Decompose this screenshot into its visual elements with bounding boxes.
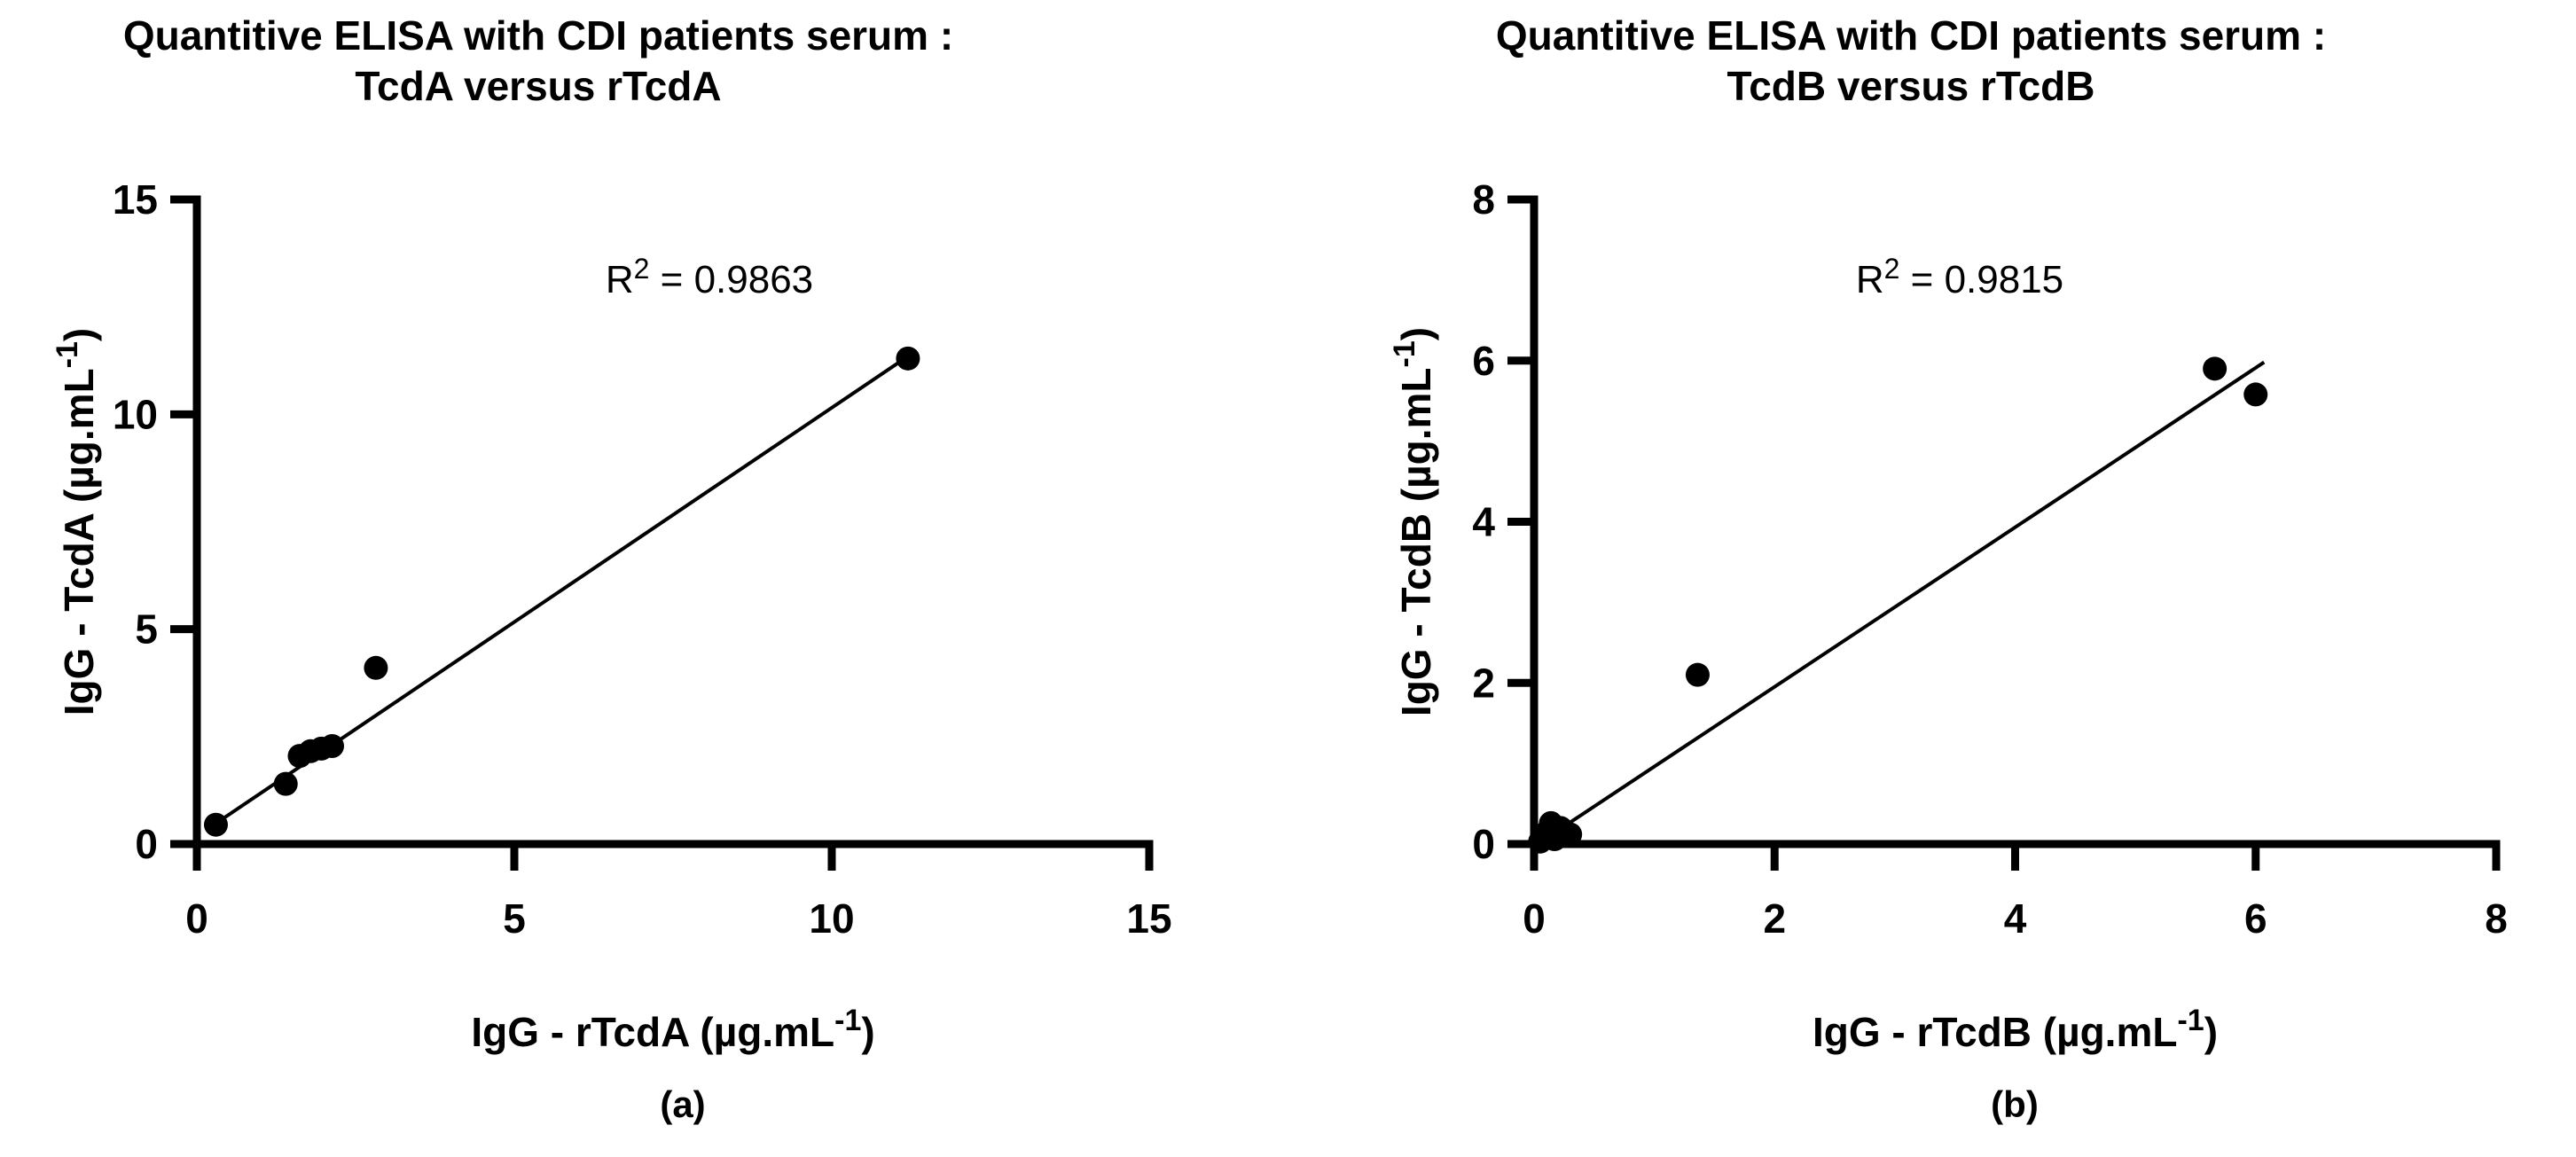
y-tick-label: 15 <box>113 176 158 223</box>
chart-a-title: Quantitive ELISA with CDI patients serum… <box>51 11 1026 112</box>
chart-a-title-line2: TcdA versus rTcdA <box>355 63 722 109</box>
data-point <box>1685 662 1710 687</box>
r-squared-annotation: R2 = 0.9863 <box>606 253 813 301</box>
panel-b: Quantitive ELISA with CDI patients serum… <box>1337 0 2576 1157</box>
scatter-plot-tcdb: 0 2 4 6 8 0 2 4 6 8 IgG - rTcdB (µg.mL-1) IgG - Tcd… <box>1388 176 2508 1055</box>
panel-a: Quantitive ELISA with CDI patients serum… <box>51 11 1172 1125</box>
x-axis-label: IgG - rTcdB (µg.mL-1) <box>1813 1004 2218 1055</box>
y-tick-label: 0 <box>1472 821 1495 867</box>
data-point <box>2243 382 2268 407</box>
x-tick-label: 0 <box>1523 895 1546 942</box>
y-tick-label: 2 <box>1472 660 1495 706</box>
caption-b: (b) <box>1991 1083 2039 1125</box>
data-point <box>364 655 388 680</box>
data-point <box>896 346 920 371</box>
scatter-plot-tcda: 0 5 10 15 0 5 10 15 IgG - rTcdA (µg.mL-1) IgG - T… <box>51 176 1172 1055</box>
data-point <box>1539 810 1563 835</box>
chart-b-title-line1: Quantitive ELISA with CDI patients serum… <box>1495 12 2327 59</box>
y-tick-label: 10 <box>113 391 158 437</box>
x-tick-label: 6 <box>2244 895 2267 942</box>
data-point <box>1558 822 1583 847</box>
x-tick-label: 5 <box>503 895 526 942</box>
caption-a: (a) <box>660 1083 706 1125</box>
data-point <box>273 771 298 796</box>
r-squared-annotation: R2 = 0.9815 <box>1856 253 2063 301</box>
y-axis-label: IgG - TcdB (µg.mL-1) <box>1388 327 1439 716</box>
x-tick-label: 2 <box>1763 895 1786 942</box>
y-tick-label: 4 <box>1472 499 1495 545</box>
x-axis-label: IgG - rTcdA (µg.mL-1) <box>471 1004 874 1055</box>
x-tick-label: 8 <box>2485 895 2508 942</box>
y-tick-label: 6 <box>1472 338 1495 384</box>
x-tick-label: 15 <box>1126 895 1171 942</box>
y-tick-label: 8 <box>1472 176 1495 223</box>
chart-b-title-line2: TcdB versus rTcdB <box>1726 63 2095 109</box>
data-point <box>2203 356 2228 381</box>
y-tick-label: 0 <box>135 821 158 867</box>
y-tick-label: 5 <box>135 606 158 653</box>
chart-a-title-line1: Quantitive ELISA with CDI patients serum… <box>122 12 954 59</box>
data-point <box>320 733 345 758</box>
regression-line <box>1554 360 2266 834</box>
x-tick-label: 0 <box>185 895 208 942</box>
x-tick-label: 10 <box>809 895 854 942</box>
data-point <box>203 812 228 837</box>
x-tick-label: 4 <box>2004 895 2027 942</box>
chart-b-title: Quantitive ELISA with CDI patients serum… <box>1423 11 2399 112</box>
y-axis-label: IgG - TcdA (µg.mL-1) <box>51 328 102 715</box>
